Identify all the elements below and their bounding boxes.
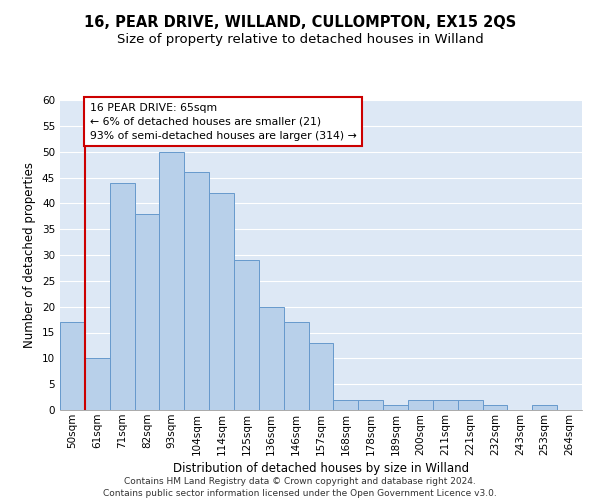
Y-axis label: Number of detached properties: Number of detached properties <box>23 162 37 348</box>
Bar <box>383 405 408 410</box>
Bar <box>184 172 209 410</box>
Bar <box>160 152 184 410</box>
Bar <box>60 322 85 410</box>
Bar <box>259 306 284 410</box>
Bar <box>482 405 508 410</box>
Bar <box>234 260 259 410</box>
Bar <box>458 400 482 410</box>
Bar <box>408 400 433 410</box>
Bar <box>433 400 458 410</box>
Text: Size of property relative to detached houses in Willand: Size of property relative to detached ho… <box>116 32 484 46</box>
X-axis label: Distribution of detached houses by size in Willand: Distribution of detached houses by size … <box>173 462 469 475</box>
Bar <box>334 400 358 410</box>
Text: 16 PEAR DRIVE: 65sqm
← 6% of detached houses are smaller (21)
93% of semi-detach: 16 PEAR DRIVE: 65sqm ← 6% of detached ho… <box>90 102 356 141</box>
Text: Contains public sector information licensed under the Open Government Licence v3: Contains public sector information licen… <box>103 489 497 498</box>
Text: Contains HM Land Registry data © Crown copyright and database right 2024.: Contains HM Land Registry data © Crown c… <box>124 478 476 486</box>
Bar <box>134 214 160 410</box>
Bar <box>209 193 234 410</box>
Bar <box>358 400 383 410</box>
Bar <box>110 182 134 410</box>
Bar <box>308 343 334 410</box>
Text: 16, PEAR DRIVE, WILLAND, CULLOMPTON, EX15 2QS: 16, PEAR DRIVE, WILLAND, CULLOMPTON, EX1… <box>84 15 516 30</box>
Bar <box>284 322 308 410</box>
Bar <box>532 405 557 410</box>
Bar <box>85 358 110 410</box>
